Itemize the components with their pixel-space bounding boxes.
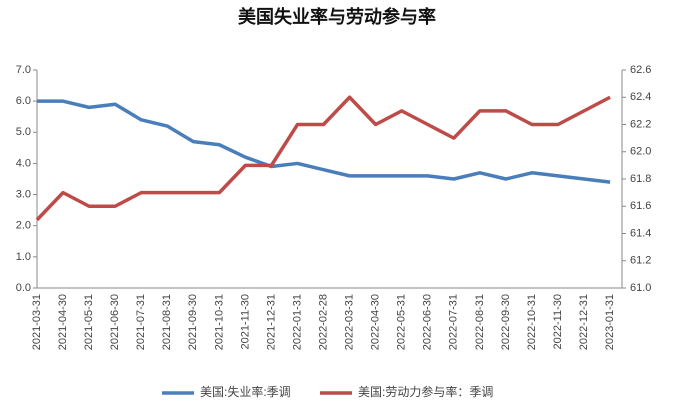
x-tick-label: 2021-12-31: [265, 294, 277, 350]
y-tick-label: 3.0: [16, 188, 31, 200]
x-tick-label: 2021-05-31: [83, 294, 95, 350]
x-tick-label: 2021-07-31: [135, 294, 147, 350]
x-tick-label: 2021-09-30: [187, 294, 199, 350]
y-tick-label: 62.2: [630, 118, 651, 130]
x-tick-label: 2021-11-30: [239, 294, 251, 349]
x-tick-label: 2022-08-31: [474, 294, 486, 350]
x-tick-label: 2022-11-30: [552, 294, 564, 349]
y-tick-label: 62.6: [630, 64, 651, 76]
x-tick-label: 2021-10-31: [213, 294, 225, 350]
x-tick-label: 2022-04-30: [370, 294, 382, 350]
y-tick-label: 6.0: [16, 95, 31, 107]
x-tick-label: 2022-07-31: [448, 294, 460, 350]
x-tick-label: 2022-10-31: [526, 294, 538, 350]
chart-title: 美国失业率与劳动参与率: [238, 6, 436, 27]
x-tick-label: 2022-01-31: [291, 294, 303, 350]
y-tick-label: 62.0: [630, 146, 651, 158]
x-tick-label: 2022-12-31: [578, 294, 590, 350]
series-line: [37, 99, 611, 184]
x-tick-label: 2022-06-30: [422, 294, 434, 350]
y-tick-label: 2.0: [16, 220, 31, 232]
y-tick-label: 0.0: [16, 282, 31, 294]
y-tick-label: 61.6: [630, 200, 651, 212]
x-tick-label: 2023-01-31: [604, 294, 616, 350]
legend-label: 美国:失业率:季调: [200, 384, 291, 399]
y-tick-label: 7.0: [16, 64, 31, 76]
y-tick-label: 61.4: [630, 227, 651, 239]
x-tick-label: 2021-04-30: [57, 294, 69, 350]
y-tick-label: 62.4: [630, 91, 651, 103]
y-tick-label: 5.0: [16, 126, 31, 138]
x-tick-label: 2022-05-31: [396, 294, 408, 350]
y-tick-label: 61.2: [630, 255, 651, 267]
x-tick-label: 2021-06-30: [109, 294, 121, 350]
x-tick-label: 2021-03-31: [31, 294, 43, 350]
y-tick-label: 61.8: [630, 173, 651, 185]
y-tick-label: 61.0: [630, 282, 651, 294]
x-tick-label: 2022-09-30: [500, 294, 512, 350]
x-tick-label: 2022-02-28: [317, 294, 329, 350]
x-tick-label: 2021-08-31: [161, 294, 173, 350]
y-tick-label: 4.0: [16, 157, 31, 169]
legend-label: 美国:劳动力参与率：季调: [358, 384, 493, 399]
series-line: [35, 95, 611, 222]
x-tick-label: 2022-03-31: [344, 294, 356, 350]
y-tick-label: 1.0: [16, 251, 31, 263]
